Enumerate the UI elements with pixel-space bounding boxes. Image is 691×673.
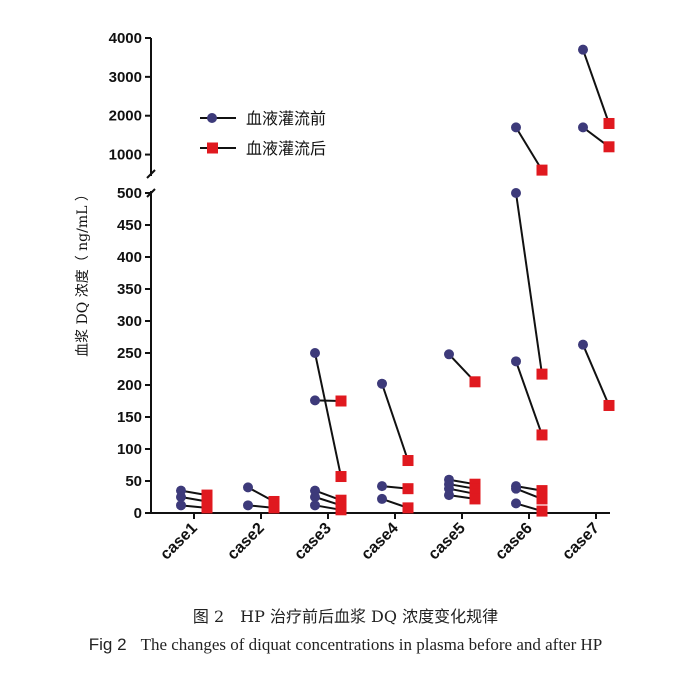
x-tick-label: case1 [157,520,201,564]
y-tick-label: 3000 [109,69,142,86]
after-point [536,485,548,497]
after-point [536,368,548,380]
y-axis-title: 血浆 DQ 浓度（ ng/mL ） [75,187,91,357]
y-tick-label: 200 [117,377,142,394]
before-point [377,493,387,504]
pair-connector [381,383,409,461]
after-point [536,429,548,441]
pair-connector [515,360,543,436]
after-point [402,483,414,495]
caption-chinese: 图 2 HP 治疗前后血浆 DQ 浓度变化规律 [192,607,499,626]
before-point [511,356,521,367]
before-point [243,482,253,493]
x-tick-label: case4 [358,520,402,564]
pair-connector [515,126,543,171]
y-tick-label: 1000 [109,147,142,164]
before-point [176,492,186,502]
legend-label: 血液灌流前 [246,109,326,128]
y-tick-label: 50 [125,473,142,490]
after-point [201,495,213,507]
before-point [310,348,320,358]
chart: 0 50 100 150 200 250 300 350 400 450 500 1000 2000 30… [75,30,615,564]
pair-connector [515,192,543,375]
before-point [310,395,320,406]
y-tick-label: 2000 [109,108,142,125]
caption-english-label: Fig 2 [88,635,127,654]
legend-marker-before [207,113,217,123]
y-tick-label: 4000 [109,30,142,47]
y-tick-label: 450 [117,217,142,234]
y-tick-label: 350 [117,281,142,298]
before-point [243,500,253,511]
before-point [511,483,521,494]
pair-connector [582,344,610,406]
legend-label: 血液灌流后 [246,139,326,158]
after-point [469,376,481,388]
after-point [335,504,347,516]
after-point [603,117,615,129]
before-point [176,500,186,511]
before-point [377,378,387,389]
x-tick-label: case7 [559,520,603,564]
before-point [511,188,521,198]
y-tick-label: 400 [117,249,142,266]
x-tick-label: case5 [425,520,469,564]
before-point [377,481,387,492]
before-point [511,122,521,133]
y-tick-label: 500 [117,185,142,202]
before-point [310,500,320,511]
after-point [603,399,615,411]
x-tick-label: case2 [224,520,268,564]
legend-marker-after [207,142,218,154]
pair-connector [314,352,342,477]
before-point [511,498,521,509]
y-tick-label: 150 [117,409,142,426]
after-point [201,502,213,514]
after-point [201,489,213,501]
after-point [536,493,548,505]
axis-break-mark [146,169,156,179]
before-point [578,339,588,350]
y-tick-label: 250 [117,345,142,362]
before-point [578,122,588,133]
y-tick-label: 100 [117,441,142,458]
after-point [402,455,414,467]
before-point [310,492,320,502]
after-point [536,505,548,517]
caption-english-text: The changes of diquat concentrations in … [140,635,603,654]
after-point [268,502,280,514]
x-tick-label: case6 [492,520,536,564]
before-point [444,349,454,360]
after-point [469,493,481,505]
caption-english: Fig 2 The changes of diquat concentration… [0,635,691,655]
after-point [335,395,347,407]
before-point [578,44,588,55]
after-point [402,502,414,514]
after-point [603,141,615,153]
y-tick-label: 300 [117,313,142,330]
y-tick-label: 0 [134,505,142,522]
after-point [335,471,347,483]
after-point [536,164,548,176]
before-point [444,490,454,501]
x-tick-label: case3 [291,520,335,564]
pair-connector [582,49,610,124]
after-point [268,495,280,507]
